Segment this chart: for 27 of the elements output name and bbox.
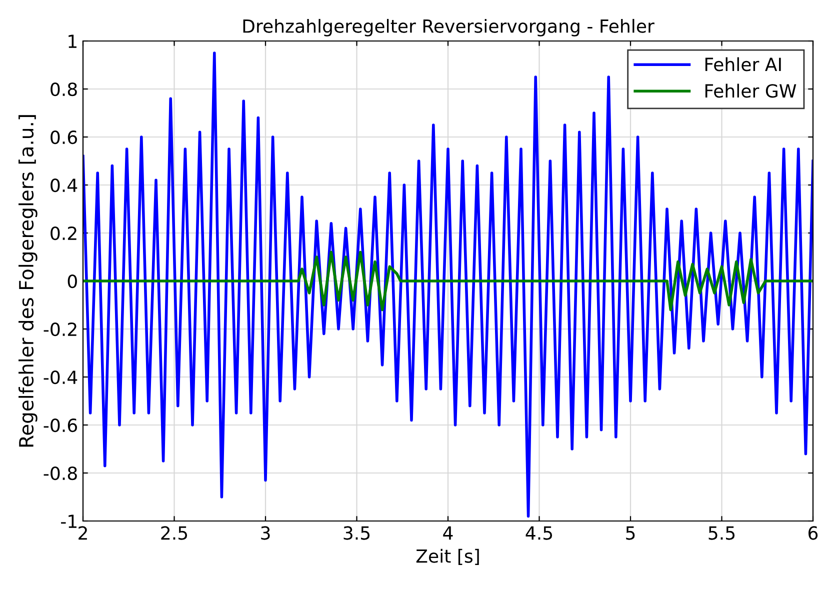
y-tick-label: 0.4 [50,178,78,192]
line-series [83,52,813,518]
x-tick-label: 4.5 [526,526,552,540]
line-series [83,250,813,312]
x-axis-title: Zeit [s] [416,548,479,565]
y-tick-label: -0.2 [44,322,76,336]
y-tick-label: 0.8 [50,82,77,96]
x-tick-label: 3.5 [344,526,370,540]
chart-title: Drehzahlgeregelter Reversiervorgang - Fehler [243,18,654,36]
y-tick-label: -0.8 [44,466,77,480]
x-tick-label: 2 [78,526,87,540]
x-tick-label: 6 [808,526,818,540]
y-axis-title: Regelfehler des Folgereglers [a.u.] [18,115,38,447]
x-tick-label: 2.5 [161,526,188,540]
x-tick-label: 5 [626,526,635,540]
x-tick-label: 5.5 [708,526,735,540]
x-tick-label: 4 [443,526,453,540]
x-tick-label: 3 [261,526,270,540]
y-tick-label: 0 [68,274,77,288]
legend-label: Fehler AI [705,57,781,72]
y-tick-label: -0.4 [44,370,78,384]
y-tick-label: -0.6 [44,418,78,432]
legend-label: Fehler GW [705,84,796,98]
y-tick-label: -1 [61,514,76,528]
y-tick-label: 0.6 [50,130,78,144]
y-tick-label: 0.2 [50,226,76,240]
y-tick-label: 1 [68,34,76,48]
